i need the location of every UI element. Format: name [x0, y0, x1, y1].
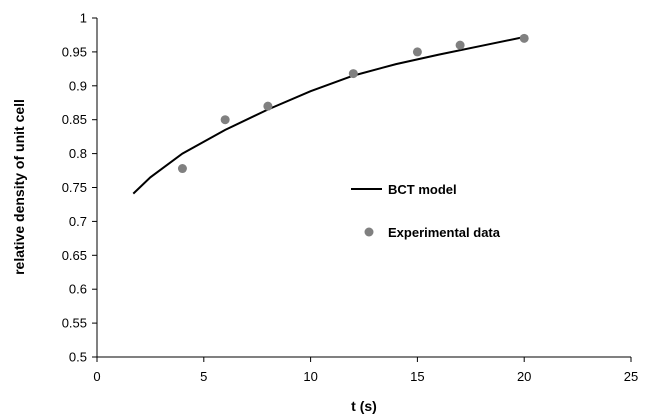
legend-label-experimental-data: Experimental data	[388, 225, 501, 240]
legend-label-bct-model: BCT model	[388, 182, 457, 197]
experimental-data-point	[220, 115, 230, 125]
x-tick-label: 5	[200, 369, 207, 384]
y-tick-label: 0.9	[69, 78, 87, 93]
y-tick-label: 0.7	[69, 214, 87, 229]
x-tick-label: 10	[303, 369, 317, 384]
experimental-data-points	[177, 33, 529, 174]
experimental-data-point	[177, 164, 187, 174]
y-tick-label: 0.55	[62, 316, 87, 331]
bct-model-line	[132, 36, 525, 195]
experimental-data-point	[519, 33, 529, 43]
x-tick-label: 25	[624, 369, 638, 384]
experimental-data-point	[455, 40, 465, 50]
y-tick-label: 0.8	[69, 146, 87, 161]
y-tick-label: 0.5	[69, 350, 87, 365]
y-tick-label: 0.95	[62, 44, 87, 59]
experimental-data-point	[412, 47, 422, 57]
y-tick-label: 1	[80, 11, 87, 26]
y-tick-label: 0.65	[62, 248, 87, 263]
y-tick-label: 0.75	[62, 180, 87, 195]
x-tick-label: 20	[517, 369, 531, 384]
y-tick-label: 0.85	[62, 112, 87, 127]
x-axis-title: t (s)	[351, 398, 377, 414]
x-axis-ticks: 0 5 10 15 20 25	[93, 357, 638, 384]
y-tick-label: 0.6	[69, 282, 87, 297]
x-tick-label: 0	[93, 369, 100, 384]
x-tick-label: 15	[410, 369, 424, 384]
experimental-data-point	[348, 69, 358, 79]
legend-point-swatch	[364, 227, 374, 237]
y-axis-ticks: 0.5 0.55 0.6 0.65 0.7 0.75 0.8 0.85 0.9 0.95 1	[62, 11, 97, 365]
experimental-data-point	[263, 101, 273, 111]
y-axis-title: relative density of unit cell	[11, 99, 27, 275]
legend: BCT model Experimental data	[351, 182, 501, 240]
